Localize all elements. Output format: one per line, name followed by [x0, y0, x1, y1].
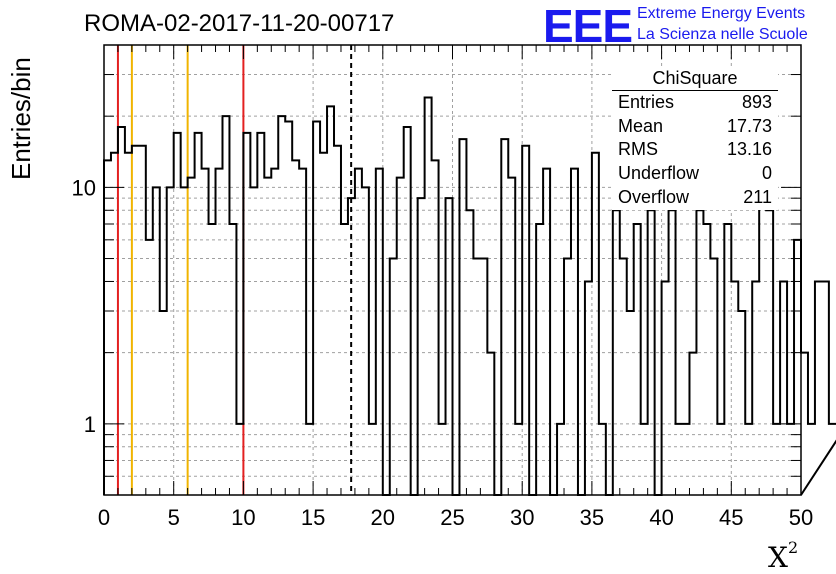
histogram-bin — [299, 169, 306, 495]
histogram-bin — [571, 169, 578, 495]
histogram-bin — [390, 259, 397, 495]
histogram-bin — [724, 224, 731, 495]
histogram-bin — [355, 169, 362, 495]
histogram-bin — [585, 281, 592, 495]
histogram-bin — [111, 153, 118, 495]
marker-lines — [118, 45, 351, 495]
histogram-bin — [278, 116, 285, 495]
histogram-bin — [703, 224, 710, 495]
histogram-bin — [662, 281, 669, 495]
histogram-bin — [271, 169, 278, 495]
histogram-bin — [167, 187, 174, 495]
x-tick-label: 40 — [649, 505, 673, 530]
y-tick-label: 10 — [72, 175, 96, 200]
stats-row-rms: RMS 13.16 — [612, 138, 778, 162]
stats-row-overflow: Overflow 211 — [612, 186, 778, 210]
stats-row-entries: Entries 893 — [612, 91, 778, 115]
histogram-bin — [250, 187, 257, 495]
stats-row-underflow: Underflow 0 — [612, 162, 778, 186]
histogram-bin — [327, 106, 334, 495]
histogram-bin — [759, 169, 766, 495]
stats-label: Underflow — [618, 162, 699, 186]
histogram-bin — [543, 169, 550, 495]
histogram-bin — [153, 187, 160, 495]
histogram-bin — [125, 153, 132, 495]
histogram-bin — [801, 353, 808, 495]
histogram-bin — [794, 240, 801, 495]
histogram-bin — [362, 187, 369, 495]
histogram-bin — [418, 198, 425, 495]
histogram-bin — [209, 224, 216, 495]
x-tick-label: 35 — [580, 505, 604, 530]
histogram-bin — [285, 121, 292, 495]
histogram-bin — [264, 178, 271, 495]
histogram-bin — [188, 178, 195, 495]
histogram-bin — [829, 424, 836, 495]
histogram-bin — [473, 259, 480, 495]
histogram-bin — [480, 259, 487, 495]
stats-label: Overflow — [618, 186, 689, 210]
x-tick-label: 15 — [301, 505, 325, 530]
histogram-bin — [446, 198, 453, 495]
histogram-bin — [710, 259, 717, 495]
histogram-bin — [459, 139, 466, 495]
histogram-bin — [313, 121, 320, 495]
stats-label: Mean — [618, 115, 663, 139]
x-tick-label: 25 — [440, 505, 464, 530]
histogram-bin — [780, 281, 787, 495]
x-tick-label: 0 — [98, 505, 110, 530]
stats-value: 13.16 — [727, 138, 772, 162]
histogram-bin — [501, 139, 508, 495]
histogram-bin — [425, 97, 432, 495]
stats-value: 17.73 — [727, 115, 772, 139]
histogram-bin — [181, 187, 188, 495]
stats-value: 893 — [742, 91, 772, 115]
histogram-bin — [320, 153, 327, 495]
histogram-bin — [397, 178, 404, 495]
stats-name: ChiSquare — [612, 66, 778, 91]
stats-value: 211 — [743, 186, 772, 210]
stats-label: Entries — [618, 91, 674, 115]
histogram-bin — [634, 224, 641, 495]
histogram-bin — [536, 224, 543, 495]
x-tick-label: 10 — [231, 505, 255, 530]
histogram-bin — [146, 240, 153, 495]
stats-row-mean: Mean 17.73 — [612, 115, 778, 139]
x-tick-label: 30 — [510, 505, 534, 530]
stats-value: 0 — [762, 162, 772, 186]
histogram-bin — [216, 169, 223, 495]
x-tick-label: 50 — [789, 505, 813, 530]
histogram-bin — [229, 224, 236, 495]
histogram-bin — [222, 116, 229, 495]
histogram-bin — [160, 311, 167, 495]
histogram-bin — [564, 259, 571, 495]
histogram-bin — [376, 169, 383, 495]
histogram-bin — [620, 259, 627, 495]
histogram-bin — [508, 178, 515, 495]
histogram-bin — [592, 153, 599, 495]
x-tick-label: 20 — [371, 505, 395, 530]
y-tick-label: 1 — [84, 412, 96, 437]
x-tick-label: 45 — [719, 505, 743, 530]
histogram-bin — [202, 169, 209, 495]
histogram-bin — [738, 311, 745, 495]
histogram-bin — [341, 224, 348, 495]
stats-label: RMS — [618, 138, 658, 162]
histogram-bin — [731, 281, 738, 495]
x-tick-label: 5 — [168, 505, 180, 530]
histogram-bin — [752, 281, 759, 495]
stats-box: ChiSquare Entries 893 Mean 17.73 RMS 13.… — [612, 66, 778, 210]
histogram-bin — [627, 311, 634, 495]
